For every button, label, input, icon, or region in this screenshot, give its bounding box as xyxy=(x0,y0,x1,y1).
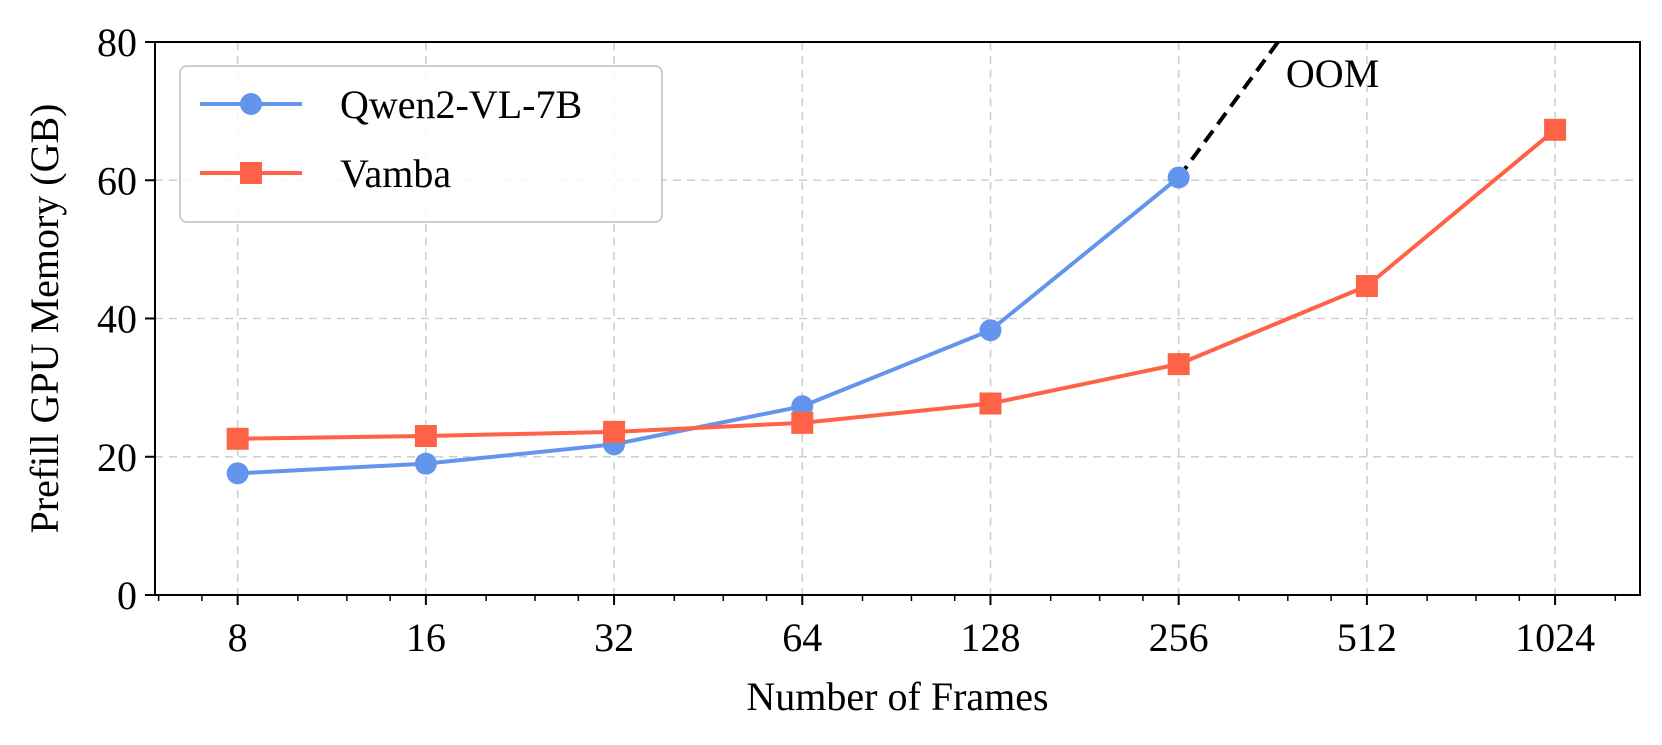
x-tick-label: 8 xyxy=(228,615,248,660)
x-tick-label: 16 xyxy=(406,615,446,660)
data-point-vamba xyxy=(791,412,813,434)
x-tick-label: 512 xyxy=(1337,615,1397,660)
data-point-vamba xyxy=(1356,275,1378,297)
y-axis-label: Prefill GPU Memory (GB) xyxy=(22,104,67,534)
legend-label-qwen2-vl-7b: Qwen2-VL-7B xyxy=(340,82,582,127)
y-tick-label: 0 xyxy=(117,573,137,618)
data-point-qwen2-vl-7b xyxy=(1168,166,1190,188)
y-tick-label: 20 xyxy=(97,435,137,480)
data-point-vamba xyxy=(1168,353,1190,375)
x-tick-label: 1024 xyxy=(1515,615,1595,660)
x-tick-label: 64 xyxy=(782,615,822,660)
data-point-vamba xyxy=(603,421,625,443)
x-tick-label: 256 xyxy=(1149,615,1209,660)
oom-annotation: OOM xyxy=(1286,51,1379,96)
annotation-layer: OOM xyxy=(1286,51,1379,96)
x-axis-label: Number of Frames xyxy=(746,674,1048,719)
data-point-vamba xyxy=(227,428,249,450)
data-point-vamba xyxy=(415,425,437,447)
data-point-qwen2-vl-7b xyxy=(415,453,437,475)
oom-extension-line xyxy=(1179,42,1278,177)
data-point-vamba xyxy=(979,393,1001,415)
x-tick-label: 128 xyxy=(960,615,1020,660)
x-tick-label: 32 xyxy=(594,615,634,660)
data-point-qwen2-vl-7b xyxy=(979,319,1001,341)
legend: Qwen2-VL-7B Vamba xyxy=(180,66,662,222)
y-tick-label: 40 xyxy=(97,297,137,342)
data-point-qwen2-vl-7b xyxy=(227,462,249,484)
y-tick-label: 80 xyxy=(97,20,137,65)
y-tick-label: 60 xyxy=(97,158,137,203)
data-point-vamba xyxy=(1544,119,1566,141)
legend-marker-qwen2-vl-7b xyxy=(240,93,262,115)
legend-label-vamba: Vamba xyxy=(340,151,451,196)
legend-marker-vamba xyxy=(240,162,262,184)
